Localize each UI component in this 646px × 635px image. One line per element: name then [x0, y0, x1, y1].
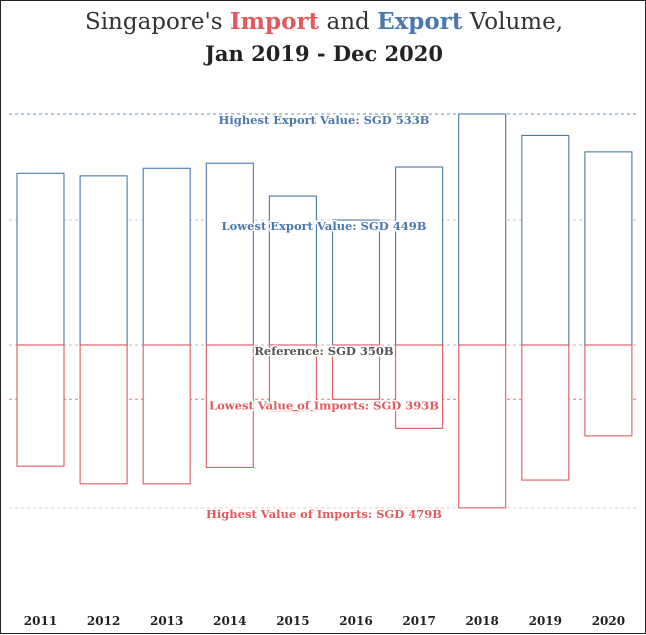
export-bar-2016 [331, 219, 381, 346]
import-bar-2014 [205, 344, 254, 468]
import-bar-2016 [331, 344, 381, 400]
export-bar-2012 [79, 175, 128, 346]
import-bar-2015 [268, 344, 317, 412]
x-tick-2018: 2018 [465, 614, 498, 628]
ref-label-4: Highest Value of Imports: SGD 479B [206, 507, 442, 521]
x-tick-2013: 2013 [150, 614, 183, 628]
title-part-1: Import [230, 8, 320, 35]
import-bar-2012 [79, 344, 128, 485]
x-tick-2014: 2014 [213, 614, 246, 628]
export-bar-2014 [205, 162, 254, 346]
x-tick-2015: 2015 [276, 614, 309, 628]
chart-title-line2: Jan 2019 - Dec 2020 [203, 41, 443, 66]
x-tick-2016: 2016 [339, 614, 372, 628]
import-bar-2013 [142, 344, 191, 485]
x-tick-2019: 2019 [529, 614, 562, 628]
x-tick-2017: 2017 [402, 614, 435, 628]
chart-title-line1: Singapore's Import and Export Volume, [85, 8, 563, 35]
import-bar-2019 [521, 344, 570, 481]
export-bar-2019 [521, 134, 570, 346]
x-tick-2020: 2020 [592, 614, 625, 628]
title-part-0: Singapore's [85, 9, 230, 35]
export-bar-2013 [142, 167, 191, 346]
export-bar-2018 [458, 113, 507, 346]
ref-label-3: Lowest Value of Imports: SGD 393B [209, 398, 439, 412]
title-part-2: and [319, 9, 377, 35]
import-bar-2017 [395, 344, 444, 429]
bars [16, 113, 633, 509]
ref-label-1: Lowest Export Value: SGD 449B [222, 219, 427, 233]
title-part-3: Export [377, 8, 463, 35]
x-tick-2012: 2012 [87, 614, 120, 628]
import-bar-2018 [458, 344, 507, 509]
title-part-4: Volume, [462, 9, 563, 35]
import-bar-2011 [16, 344, 65, 467]
x-tick-2011: 2011 [24, 614, 57, 628]
import-bar-2020 [584, 344, 633, 437]
export-bar-2017 [395, 166, 444, 346]
export-bar-2011 [16, 172, 65, 346]
x-axis-ticks: 2011 2012 2013 2014 2015 2016 2017 2018 2019 2020 [24, 614, 625, 628]
export-bar-2020 [584, 151, 633, 346]
ref-label-2: Reference: SGD 350B [254, 344, 394, 358]
ref-label-0: Highest Export Value: SGD 533B [219, 113, 430, 127]
reference-labels: Highest Export Value: SGD 533B Lowest Exp… [205, 112, 444, 523]
